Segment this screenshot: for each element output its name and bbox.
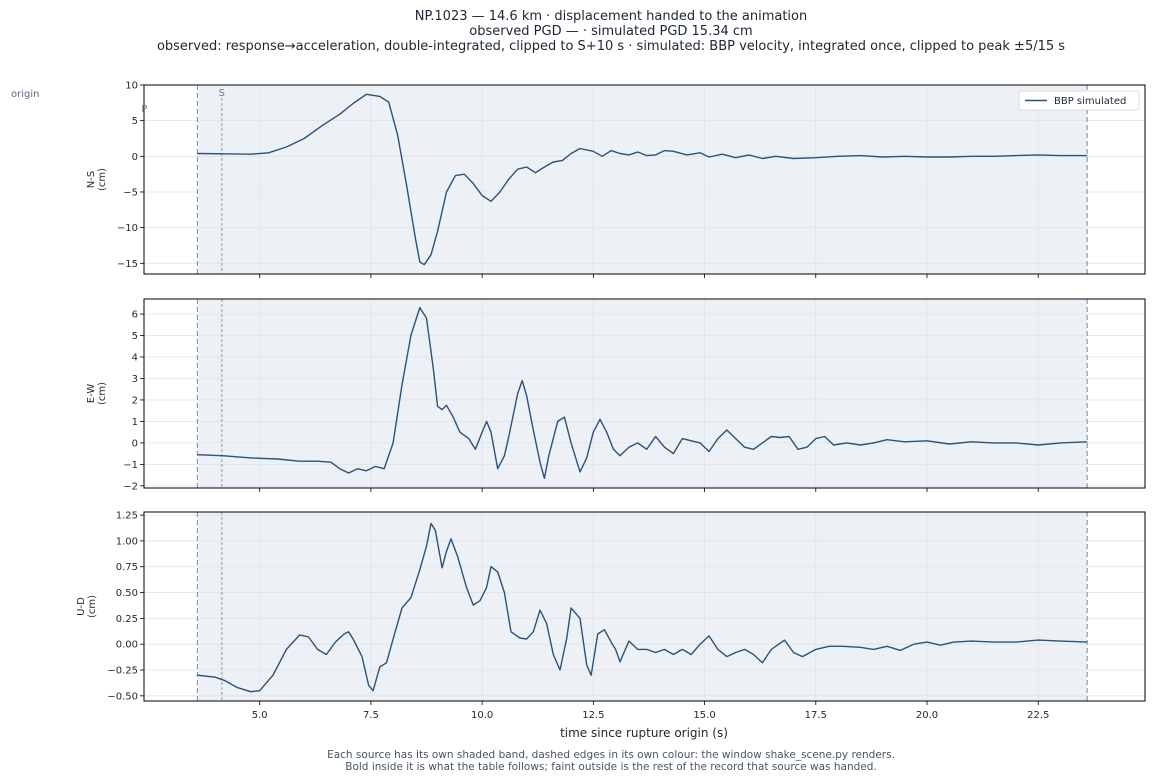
series-line-bbp-simulated <box>197 306 1088 479</box>
y-tick-label: −0.25 <box>107 666 138 677</box>
y-tick-label: −5 <box>123 187 138 198</box>
window-band <box>197 85 1088 274</box>
y-tick-label: 1.00 <box>116 536 138 547</box>
origin-label: origin <box>11 89 39 100</box>
panel-n-s: −15 −10 −5 0 5 10 N-S (cm) P S BBP simulated <box>86 81 1146 278</box>
y-axis-unit: (cm) <box>97 168 108 191</box>
x-tick-label: 5.0 <box>252 710 268 721</box>
y-tick-label: −0.50 <box>107 691 138 702</box>
y-tick-label: 10 <box>125 81 138 92</box>
y-tick-label: 0.50 <box>116 588 138 599</box>
chart-subtitle: observed PGD — · simulated PGD 15.34 cm <box>469 24 752 39</box>
y-tick-label: 1.25 <box>116 511 138 522</box>
y-axis-label: E-W <box>86 384 97 404</box>
y-tick-label: 0 <box>132 152 138 163</box>
series-line-bbp-simulated <box>197 93 1088 266</box>
x-tick-label: 10.0 <box>471 710 493 721</box>
caption-line-1: Each source has its own shaded band, das… <box>327 749 895 761</box>
window-band <box>197 299 1088 488</box>
x-tick-label: 15.0 <box>693 710 715 721</box>
y-axis-unit: (cm) <box>87 595 98 618</box>
y-tick-label: −1 <box>123 460 138 471</box>
y-axis-label: U-D <box>76 597 87 616</box>
y-tick-label: 0.25 <box>116 614 138 625</box>
legend-label: BBP simulated <box>1054 96 1126 107</box>
x-tick-label: 22.5 <box>1027 710 1049 721</box>
x-tick-label: 12.5 <box>582 710 604 721</box>
series-line-bbp-simulated <box>197 522 1088 693</box>
panel-frame <box>143 511 1146 702</box>
y-tick-label: 2 <box>132 395 138 406</box>
y-tick-label: −10 <box>117 223 138 234</box>
panel-e-w: −2 −1 0 1 2 3 4 5 6 E-W (cm) <box>86 298 1146 492</box>
panel-frame <box>143 84 1146 275</box>
x-tick-label: 20.0 <box>916 710 938 721</box>
caption-line-2: Bold inside it is what the table follows… <box>345 761 876 773</box>
y-tick-label: −15 <box>117 259 138 270</box>
y-tick-label: 0.75 <box>116 562 138 573</box>
panel-frame <box>143 298 1146 489</box>
y-tick-label: 5 <box>132 116 138 127</box>
window-band <box>197 512 1088 701</box>
legend-box <box>1018 90 1140 111</box>
x-axis-label: time since rupture origin (s) <box>560 726 728 740</box>
chart-title: NP.1023 — 14.6 km · displacement handed … <box>415 9 808 24</box>
x-tick-label: 7.5 <box>363 710 379 721</box>
panel-u-d: −0.50 −0.25 0.00 0.25 0.50 0.75 1.00 1.25 5.0 7.5… <box>76 511 1146 721</box>
y-tick-label: 0.00 <box>116 640 138 651</box>
p-arrival-marker: P <box>141 104 147 115</box>
s-arrival-marker: S <box>219 88 225 99</box>
x-tick-label: 17.5 <box>805 710 827 721</box>
y-axis-unit: (cm) <box>97 382 108 405</box>
y-tick-label: 0 <box>132 438 138 449</box>
y-tick-label: 3 <box>132 374 138 385</box>
y-axis-label: N-S <box>86 171 97 188</box>
y-tick-label: 6 <box>132 310 138 321</box>
chart-processing-note: observed: response→acceleration, double-… <box>157 39 1065 54</box>
y-tick-label: −2 <box>123 481 138 492</box>
y-tick-label: 1 <box>132 417 138 428</box>
y-tick-label: 4 <box>132 352 138 363</box>
y-tick-label: 5 <box>132 331 138 342</box>
